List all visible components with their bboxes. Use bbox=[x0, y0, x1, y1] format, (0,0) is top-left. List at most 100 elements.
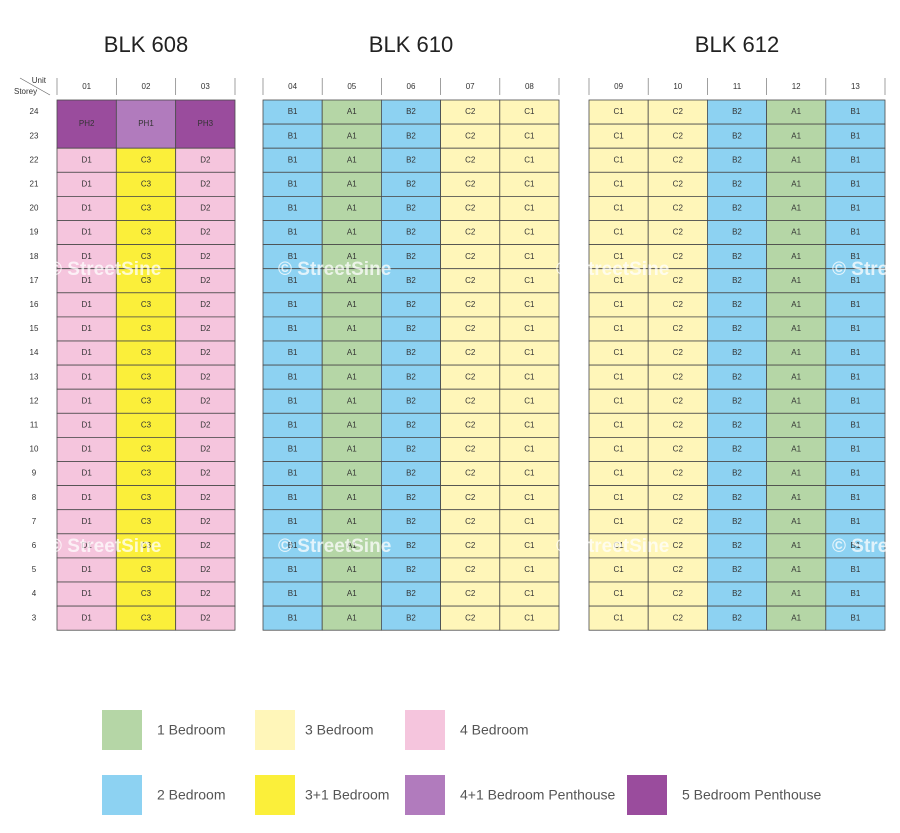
unit-type: D2 bbox=[200, 565, 211, 574]
unit-type: C2 bbox=[465, 348, 476, 357]
unit-type: D2 bbox=[200, 613, 211, 622]
storey-label: 22 bbox=[30, 155, 39, 164]
unit-type: C3 bbox=[141, 396, 152, 405]
unit-cell bbox=[825, 509, 886, 535]
unit-cell bbox=[707, 461, 768, 487]
unit-cell bbox=[825, 581, 886, 607]
unit-type: D1 bbox=[82, 372, 93, 381]
unit-type: C2 bbox=[465, 445, 476, 454]
unit-type: C1 bbox=[613, 396, 624, 405]
unit-cell bbox=[825, 220, 886, 246]
unit-cell bbox=[707, 244, 768, 270]
unit-type: C2 bbox=[465, 613, 476, 622]
unit-type: B1 bbox=[851, 252, 861, 261]
storey-label: 17 bbox=[30, 276, 39, 285]
unit-cell bbox=[588, 461, 649, 487]
unit-type: A1 bbox=[347, 348, 357, 357]
unit-cell bbox=[499, 605, 560, 631]
legend-swatch bbox=[405, 710, 445, 750]
unit-type: C2 bbox=[465, 252, 476, 261]
unit-type: A1 bbox=[347, 204, 357, 213]
unit-cell bbox=[440, 605, 501, 631]
unit-label: 08 bbox=[525, 82, 534, 91]
unit-cell bbox=[825, 388, 886, 414]
unit-cell bbox=[321, 485, 382, 511]
unit-type: B1 bbox=[851, 107, 861, 116]
unit-type: C2 bbox=[673, 589, 684, 598]
unit-label: 02 bbox=[142, 82, 151, 91]
unit-cell bbox=[175, 581, 236, 607]
unit-type: A1 bbox=[791, 252, 801, 261]
unit-cell bbox=[56, 268, 117, 294]
unit-cell bbox=[440, 292, 501, 318]
unit-type: C2 bbox=[673, 228, 684, 237]
unit-type: B1 bbox=[288, 131, 298, 140]
unit-cell bbox=[499, 220, 560, 246]
unit-type: C1 bbox=[613, 372, 624, 381]
unit-cell bbox=[380, 244, 441, 270]
unit-label: 11 bbox=[733, 82, 742, 91]
legend-swatch bbox=[255, 775, 295, 815]
unit-cell bbox=[56, 388, 117, 414]
storey-label: 23 bbox=[30, 131, 39, 140]
unit-type: D2 bbox=[200, 204, 211, 213]
unit-type: C1 bbox=[613, 565, 624, 574]
unit-type: D2 bbox=[200, 372, 211, 381]
unit-type: B2 bbox=[732, 517, 742, 526]
unit-type: C1 bbox=[524, 252, 535, 261]
unit-type: C3 bbox=[141, 613, 152, 622]
unit-type: B1 bbox=[851, 228, 861, 237]
unit-cell bbox=[766, 99, 827, 125]
unit-type: C1 bbox=[524, 613, 535, 622]
unit-type: C2 bbox=[465, 420, 476, 429]
unit-type: B2 bbox=[732, 565, 742, 574]
unit-type: C1 bbox=[613, 445, 624, 454]
unit-type: D1 bbox=[82, 204, 93, 213]
unit-cell bbox=[380, 195, 441, 221]
unit-type: B1 bbox=[851, 565, 861, 574]
unit-type: C1 bbox=[613, 517, 624, 526]
unit-type: C1 bbox=[613, 131, 624, 140]
unit-type: C1 bbox=[613, 541, 624, 550]
unit-cell bbox=[499, 412, 560, 438]
unit-type: C2 bbox=[673, 179, 684, 188]
unit-cell bbox=[175, 268, 236, 294]
unit-type: D1 bbox=[82, 589, 93, 598]
unit-type: B1 bbox=[288, 348, 298, 357]
unit-type: C1 bbox=[524, 204, 535, 213]
unit-cell bbox=[321, 509, 382, 535]
unit-cell bbox=[499, 292, 560, 318]
unit-type: B2 bbox=[732, 300, 742, 309]
unit-cell bbox=[175, 171, 236, 197]
unit-cell bbox=[499, 485, 560, 511]
unit-type: B2 bbox=[406, 107, 416, 116]
unit-type: C2 bbox=[465, 179, 476, 188]
unit-cell bbox=[56, 605, 117, 631]
unit-cell bbox=[766, 533, 827, 559]
unit-type: B2 bbox=[406, 469, 416, 478]
unit-type: D1 bbox=[82, 493, 93, 502]
unit-type: D2 bbox=[200, 445, 211, 454]
unit-type: A1 bbox=[347, 469, 357, 478]
unit-type: D2 bbox=[200, 155, 211, 164]
unit-type: A1 bbox=[347, 396, 357, 405]
unit-type: C1 bbox=[524, 396, 535, 405]
unit-cell bbox=[499, 557, 560, 583]
unit-type: C3 bbox=[141, 204, 152, 213]
unit-type: C1 bbox=[613, 155, 624, 164]
unit-type: C2 bbox=[673, 541, 684, 550]
unit-type: C1 bbox=[524, 565, 535, 574]
unit-cell bbox=[647, 147, 708, 173]
unit-cell bbox=[56, 581, 117, 607]
unit-cell bbox=[380, 533, 441, 559]
unit-cell bbox=[588, 147, 649, 173]
unit-cell bbox=[262, 340, 323, 366]
unit-type: C1 bbox=[613, 589, 624, 598]
unit-cell bbox=[499, 533, 560, 559]
unit-type: D1 bbox=[82, 155, 93, 164]
unit-type: C1 bbox=[524, 517, 535, 526]
unit-type: B1 bbox=[288, 372, 298, 381]
unit-cell bbox=[56, 509, 117, 535]
unit-type: A1 bbox=[791, 300, 801, 309]
unit-type: C1 bbox=[524, 589, 535, 598]
